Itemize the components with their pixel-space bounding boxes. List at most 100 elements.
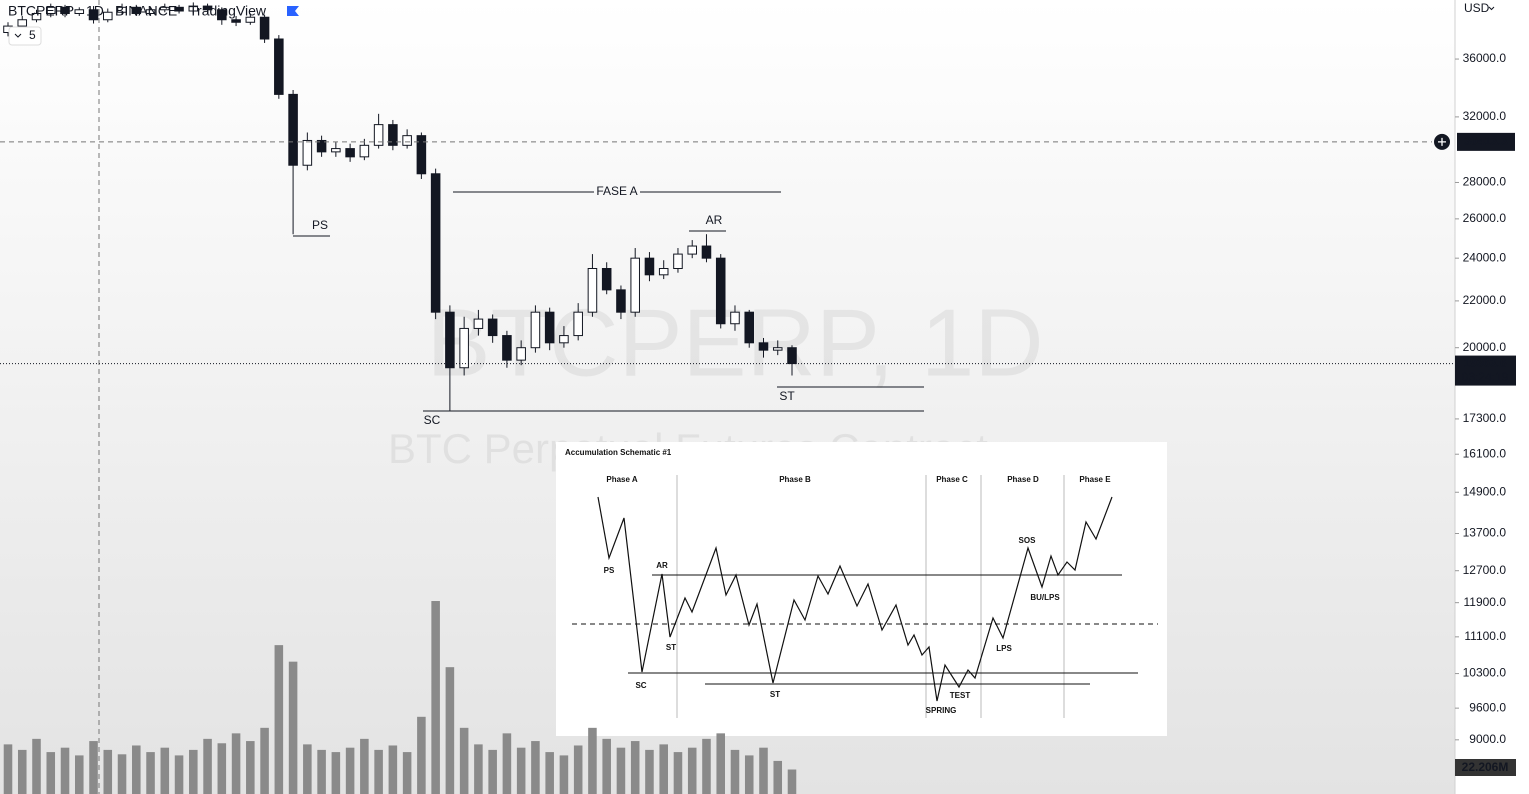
event-label: SC: [635, 681, 646, 690]
currency[interactable]: USD: [1464, 1, 1490, 15]
y-tick-label: 17300.0: [1463, 411, 1507, 425]
st-label: ST: [779, 389, 795, 403]
candle-body: [174, 6, 184, 12]
plus-icon: [1438, 137, 1446, 146]
candle-body: [331, 148, 341, 153]
candle-body: [715, 257, 726, 325]
candle-body: [601, 268, 612, 291]
volume-bar: [360, 738, 369, 794]
candle-body: [744, 311, 755, 344]
candle-body: [487, 318, 498, 337]
candle-body: [117, 6, 127, 13]
volume-bar: [132, 745, 141, 794]
candle-body: [103, 11, 113, 21]
volume-bar: [531, 741, 540, 794]
price-axis-background: [1455, 0, 1529, 794]
volume-label-box: [1455, 759, 1516, 776]
volume-bar: [673, 752, 683, 794]
volume-bar: [146, 752, 155, 794]
candle-body: [687, 245, 697, 255]
schematic-path: [597, 496, 1113, 702]
inset-title: Accumulation Schematic #1: [565, 448, 672, 457]
ar-label: AR: [706, 213, 723, 227]
y-tick-label: 13700.0: [1463, 526, 1507, 540]
volume-bar: [787, 769, 797, 794]
volume-bar: [488, 749, 497, 794]
event-label: AR: [656, 561, 668, 570]
phase-title: Phase E: [1079, 475, 1111, 484]
flag-icon: [287, 6, 299, 16]
volume-bar: [659, 744, 668, 794]
volume-bar: [217, 743, 227, 794]
volume-bar: [231, 733, 241, 794]
event-label: SPRING: [926, 706, 957, 715]
volume-bar: [687, 747, 697, 794]
candle-body: [45, 6, 56, 14]
candle-body: [445, 311, 455, 369]
candle-body: [544, 311, 555, 344]
volume-bar: [545, 752, 554, 794]
y-tick-label: 14900.0: [1463, 484, 1507, 498]
y-tick-label: 16100.0: [1463, 446, 1507, 460]
event-label: ST: [666, 643, 676, 652]
volume-bar: [388, 745, 398, 794]
y-tick-label: 24000.0: [1463, 250, 1507, 264]
candle-body: [644, 257, 655, 276]
candle-body: [17, 19, 28, 27]
candle-body: [345, 148, 355, 158]
y-tick-label: 9600.0: [1469, 700, 1506, 714]
volume-bar: [60, 747, 70, 794]
volume-bar: [602, 738, 611, 794]
price-axis: 36000.0 32000.0 28000.0 26000.0 24000.0 22000…: [1455, 51, 1506, 746]
candle-body: [587, 268, 598, 313]
candle-body: [316, 139, 327, 153]
volume-bar: [402, 752, 412, 794]
volume-bar: [189, 749, 198, 794]
candle-body: [630, 257, 640, 313]
inset-background: [556, 442, 1167, 736]
candle-body: [402, 135, 412, 146]
volume-bar: [573, 745, 583, 794]
volume-bar: [744, 755, 754, 794]
volume-bar: [331, 752, 341, 794]
event-label: TEST: [950, 691, 971, 700]
volume-bar: [417, 716, 426, 794]
phase-title: Phase D: [1007, 475, 1039, 484]
volume-bar: [74, 755, 84, 794]
volume-bar: [502, 733, 512, 794]
candle-body: [502, 335, 512, 361]
candle-body: [416, 135, 427, 175]
volume-bar: [773, 760, 783, 794]
candle-body: [787, 347, 797, 365]
add-alert-button[interactable]: [1434, 133, 1450, 150]
exchange: BINANCE: [115, 3, 177, 19]
y-tick-label: 32000.0: [1463, 109, 1507, 123]
candle-body: [259, 16, 270, 40]
y-tick-label: 11900.0: [1464, 595, 1507, 609]
indicator-count: 5: [29, 28, 36, 42]
candle-body: [88, 9, 99, 21]
candle-body: [274, 38, 284, 95]
volume-bar: [303, 744, 312, 794]
volume-bar: [274, 645, 284, 794]
volume-bar: [431, 601, 440, 794]
candles: [3, 2, 797, 411]
volume-bar: [46, 752, 56, 794]
volume-bar: [516, 747, 526, 794]
volume-bar: [630, 741, 640, 794]
volume-bar: [160, 747, 170, 794]
last-price: 19363.6: [1463, 356, 1507, 370]
volume-bar: [317, 749, 326, 794]
candle-body: [701, 245, 712, 259]
volume-bar: [117, 754, 127, 794]
phase-dividers: [676, 475, 1065, 718]
candle-body: [559, 335, 569, 344]
volume-bar: [32, 738, 41, 794]
candle-body: [217, 9, 227, 21]
indicator-toggle[interactable]: [8, 26, 42, 46]
volume-bar: [459, 727, 469, 794]
candle-body: [302, 139, 313, 166]
candle-body: [74, 9, 85, 14]
y-tick-label: 36000.0: [1463, 51, 1507, 65]
